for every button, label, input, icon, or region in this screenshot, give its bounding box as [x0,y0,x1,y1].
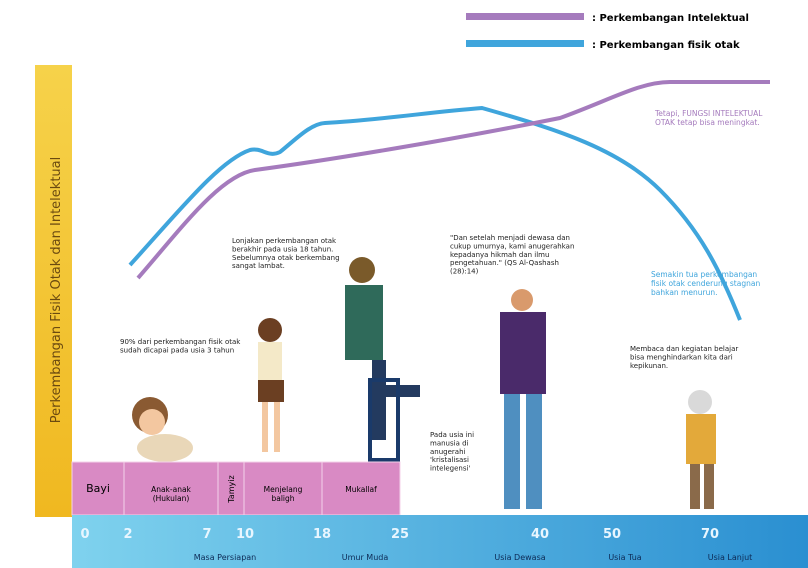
figure-teen [345,257,420,460]
figure-child [258,318,284,452]
age-label: 10 [236,527,254,542]
period-label: Usia Dewasa [494,553,545,562]
figure-adult [500,289,546,509]
legend-label: : Perkembangan Intelektual [592,13,749,24]
stage-label: Bayi [86,482,110,495]
period-label: Umur Muda [342,553,389,562]
legend-swatch [466,13,584,20]
age-label: 25 [391,527,409,542]
figure-baby [132,397,193,462]
legend-swatch [466,40,584,47]
period-label: Masa Persiapan [194,553,257,562]
age-label: 2 [123,527,132,542]
legend-label: : Perkembangan fisik otak [592,40,740,51]
age-label: 40 [531,527,549,542]
age-label: 50 [603,527,621,542]
age-band [72,515,808,568]
stage-label: Anak-anak(Hukulan) [151,485,191,503]
age-label: 70 [701,527,719,542]
infographic: : Perkembangan Intelektual : Perkembanga… [0,0,808,568]
period-label: Usia Lanjut [708,553,753,562]
stage-label: Tamyiz [227,475,236,503]
figure-elder [686,390,716,509]
stage-label: Mukallaf [345,485,377,494]
age-label: 7 [202,527,211,542]
period-label: Usia Tua [608,553,641,562]
axis-title: Perkembangan Fisik Otak dan Intelektual [49,157,64,423]
age-label: 18 [313,527,331,542]
age-label: 0 [80,527,89,542]
